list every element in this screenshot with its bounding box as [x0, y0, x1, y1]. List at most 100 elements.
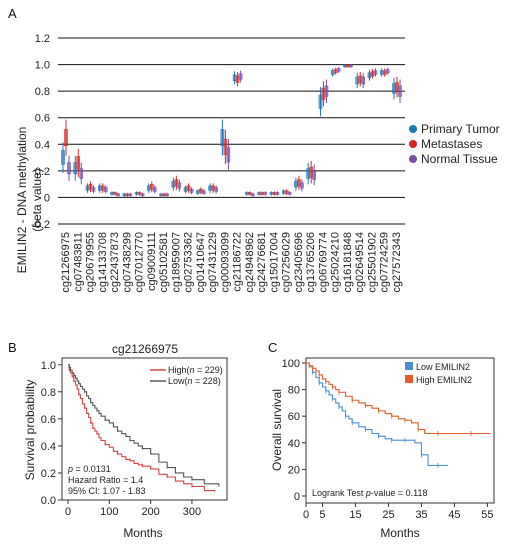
box-normal-tissue [165, 193, 169, 196]
y-tick-label: 1.2 [35, 33, 50, 45]
box-primary-tumor [257, 192, 261, 195]
box-metastases [382, 70, 387, 75]
box-primary-tumor [294, 180, 298, 188]
panel-c-survival-curves [306, 362, 491, 468]
box-normal-tissue [202, 190, 206, 194]
panel-b-frame [61, 357, 228, 501]
legend-dot [409, 140, 417, 148]
panel-b-title: cg21266975 [112, 342, 178, 356]
x-tick-label: cg27572343 [391, 232, 403, 293]
box-normal-tissue [128, 193, 133, 196]
box-primary-tumor [183, 187, 188, 192]
box-metastases [100, 185, 105, 191]
panel-b-x-ticks: 0 100 200 300 [65, 500, 201, 518]
x-tick-label: 0 [303, 509, 309, 521]
y-tick-label: 0 [294, 491, 300, 503]
box-normal-tissue [116, 193, 120, 196]
y-tick-label: 0.2 [35, 166, 50, 178]
box-metastases [76, 156, 81, 170]
box-normal-tissue [275, 192, 280, 195]
x-tick-label: cg07256029 [281, 232, 293, 293]
box-normal-tissue [189, 188, 194, 193]
x-tick-label: cg23405696 [293, 232, 305, 293]
box-primary-tumor [159, 193, 163, 196]
x-tick-label: cg00093099 [219, 232, 231, 293]
legend-label: Metastases [421, 137, 482, 151]
box-primary-tumor [392, 83, 396, 94]
box-normal-tissue [336, 68, 341, 72]
box-metastases [150, 184, 154, 190]
panel-a-gridlines [58, 37, 405, 225]
x-tick-label: 15 [349, 509, 361, 521]
box-normal-tissue [177, 182, 182, 189]
x-tick-label: 300 [183, 506, 201, 518]
box-normal-tissue [385, 69, 390, 74]
y-tick-label: 0.6 [41, 414, 56, 426]
x-tick-label: cg07012770 [134, 232, 146, 293]
box-metastases [125, 193, 130, 196]
x-tick-label: cg07438299 [121, 232, 133, 293]
box-primary-tumor [379, 70, 384, 75]
y-tick-label: 20 [288, 464, 300, 476]
box-primary-tumor [208, 185, 212, 191]
panel-b-y-label: Survival probability [23, 380, 37, 481]
box-normal-tissue [214, 187, 218, 192]
box-metastases [174, 179, 179, 187]
y-tick-label: -0.2 [31, 219, 50, 231]
x-tick-label: 100 [100, 506, 118, 518]
box-primary-tumor [343, 64, 347, 68]
panel-c-x-ticks: 0 5 15 25 35 45 55 [303, 503, 494, 521]
x-tick-label: cg16181848 [342, 232, 354, 293]
curve-high [68, 364, 216, 492]
box-metastases [113, 192, 117, 195]
box-metastases [162, 193, 166, 196]
box-metastases [346, 64, 350, 68]
box-normal-tissue [153, 187, 157, 192]
x-tick-label: cg06769774 [317, 232, 329, 293]
box-primary-tumor [269, 192, 274, 195]
box-normal-tissue [103, 187, 108, 192]
y-tick-label: 0 [44, 192, 50, 204]
y-tick-label: 100 [282, 358, 300, 370]
box-normal-tissue [67, 162, 71, 175]
x-tick-label: cg20679955 [85, 232, 97, 293]
curve-low-emilin2 [306, 362, 448, 466]
panel-a-y-label-line2: (beta value) [30, 168, 44, 231]
panel-b-stats: p = 0.0131 Hazard Ratio = 1.4 95% CI: 1.… [67, 464, 146, 496]
x-tick-label: cg24276681 [256, 232, 268, 293]
box-normal-tissue [349, 64, 353, 68]
y-tick-label: 0.4 [41, 441, 56, 453]
box-normal-tissue [238, 73, 243, 80]
y-tick-label: 80 [288, 385, 300, 397]
box-primary-tumor [220, 129, 225, 147]
y-tick-label: 1.0 [35, 60, 50, 72]
y-tick-label: 0.8 [41, 387, 56, 399]
x-tick-label: cg14133708 [97, 232, 109, 293]
box-normal-tissue [79, 168, 84, 179]
box-primary-tumor [73, 162, 78, 175]
panel-a: A -0.200.20.40.60.81.01.2 cg21266975 cg07… [8, 6, 500, 293]
stats-hazard-ratio: Hazard Ratio = 1.4 [68, 475, 143, 485]
box-metastases [211, 185, 215, 191]
x-tick-label: 200 [141, 506, 159, 518]
legend-label-high: High(n = 229) [168, 365, 223, 375]
box-primary-tumor [85, 185, 90, 191]
panel-letter-c: C [268, 340, 277, 355]
x-tick-label: 25 [382, 509, 394, 521]
x-tick-label: cg09009111 [146, 232, 158, 291]
box-metastases [88, 184, 93, 190]
panel-b: B cg21266975 0.0 0.2 0.4 0.6 0.8 1.0 0 100 200 3… [8, 340, 228, 540]
panel-b-y-ticks: 0.0 0.2 0.4 0.6 0.8 1.0 [41, 360, 62, 507]
legend-label: Primary Tumor [421, 122, 500, 136]
box-primary-tumor [367, 72, 372, 78]
legend-dot [409, 125, 417, 133]
panel-c-y-ticks: 0 20 40 60 80 100 [282, 358, 306, 503]
x-tick-label: cg13765206 [305, 232, 317, 293]
panel-c-y-label: Overall survival [270, 389, 284, 471]
box-primary-tumor [110, 192, 114, 195]
x-tick-label: cg21186722 [232, 232, 244, 292]
box-primary-tumor [147, 185, 151, 191]
box-metastases [137, 192, 142, 195]
box-primary-tumor [196, 190, 200, 194]
